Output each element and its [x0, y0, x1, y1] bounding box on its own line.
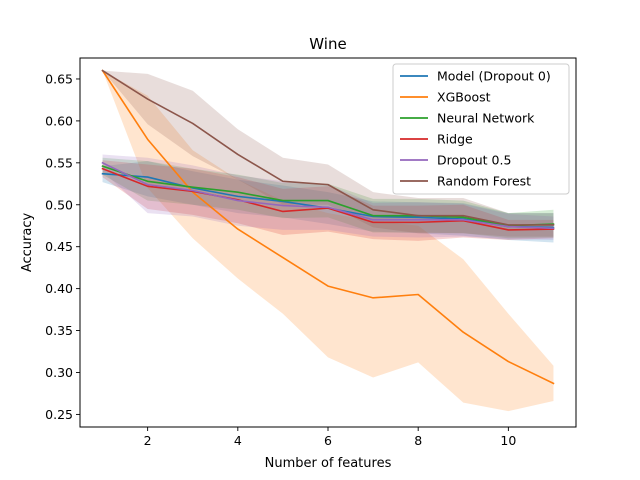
legend-label-random-forest: Random Forest [437, 174, 531, 189]
x-axis-ticks: 2 4 6 8 10 [144, 427, 516, 448]
y-tick-label: 0.50 [45, 197, 73, 212]
x-axis-label: Number of features [265, 456, 392, 471]
y-tick-label: 0.45 [45, 239, 73, 254]
legend-box [392, 63, 570, 195]
y-tick-label: 0.30 [45, 365, 73, 380]
xgboost-line [101, 69, 555, 385]
random-forest-band [102, 70, 554, 237]
legend-label-model-dropout-0: Model (Dropout 0) [437, 69, 551, 84]
chart-title: Wine [309, 35, 346, 53]
series-lines [101, 69, 555, 385]
ridge-line [101, 167, 555, 231]
legend: Model (Dropout 0) XGBoost Neural Network Ri… [392, 63, 570, 195]
legend-label-dropout-0-5: Dropout 0.5 [437, 153, 511, 168]
dropout-0-5-line [101, 161, 555, 230]
x-tick-label: 8 [414, 433, 422, 448]
y-tick-label: 0.40 [45, 281, 73, 296]
x-tick-label: 6 [324, 433, 332, 448]
y-axis-ticks: 0.25 0.30 0.35 0.40 0.45 0.50 0.55 0.60 0.65 [45, 71, 80, 422]
y-axis-label: Accuracy [20, 213, 35, 273]
y-tick-label: 0.60 [45, 113, 73, 128]
x-tick-label: 10 [500, 433, 516, 448]
legend-label-xgboost: XGBoost [437, 90, 491, 105]
neural-network-line [101, 165, 555, 227]
x-tick-label: 2 [144, 433, 152, 448]
legend-label-neural-network: Neural Network [437, 111, 535, 126]
y-tick-label: 0.25 [45, 407, 73, 422]
x-tick-label: 4 [234, 433, 242, 448]
y-tick-label: 0.35 [45, 323, 73, 338]
y-tick-label: 0.55 [45, 155, 73, 170]
legend-label-ridge: Ridge [437, 132, 473, 147]
xgboost-band [102, 70, 554, 412]
y-tick-label: 0.65 [45, 71, 73, 86]
random-forest-line [101, 69, 555, 226]
